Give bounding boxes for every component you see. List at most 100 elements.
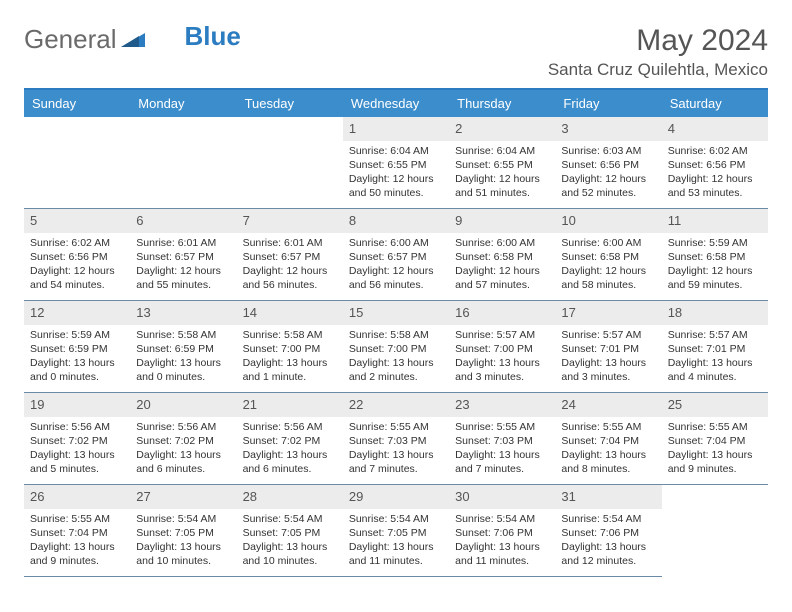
day-cell: 30Sunrise: 5:54 AMSunset: 7:06 PMDayligh… xyxy=(449,485,555,577)
day-number: 3 xyxy=(555,117,661,141)
day-number: 10 xyxy=(555,209,661,233)
day-body: Sunrise: 5:57 AMSunset: 7:00 PMDaylight:… xyxy=(449,325,555,391)
daylight-line: Daylight: 12 hours and 59 minutes. xyxy=(668,264,762,292)
day-number: 24 xyxy=(555,393,661,417)
day-cell: 6Sunrise: 6:01 AMSunset: 6:57 PMDaylight… xyxy=(130,209,236,301)
day-number: 2 xyxy=(449,117,555,141)
day-header: Monday xyxy=(130,90,236,117)
sunrise-line: Sunrise: 5:54 AM xyxy=(561,512,655,526)
sunrise-line: Sunrise: 5:57 AM xyxy=(668,328,762,342)
day-cell: 18Sunrise: 5:57 AMSunset: 7:01 PMDayligh… xyxy=(662,301,768,393)
sunrise-line: Sunrise: 5:55 AM xyxy=(561,420,655,434)
daylight-line: Daylight: 13 hours and 11 minutes. xyxy=(349,540,443,568)
sunrise-line: Sunrise: 6:01 AM xyxy=(136,236,230,250)
day-number: 28 xyxy=(237,485,343,509)
month-title: May 2024 xyxy=(548,24,768,58)
day-cell: 31Sunrise: 5:54 AMSunset: 7:06 PMDayligh… xyxy=(555,485,661,577)
day-cell: 7Sunrise: 6:01 AMSunset: 6:57 PMDaylight… xyxy=(237,209,343,301)
day-cell: 22Sunrise: 5:55 AMSunset: 7:03 PMDayligh… xyxy=(343,393,449,485)
sunset-line: Sunset: 6:57 PM xyxy=(243,250,337,264)
day-number: 22 xyxy=(343,393,449,417)
daylight-line: Daylight: 13 hours and 10 minutes. xyxy=(136,540,230,568)
daylight-line: Daylight: 12 hours and 58 minutes. xyxy=(561,264,655,292)
sunrise-line: Sunrise: 5:55 AM xyxy=(668,420,762,434)
daylight-line: Daylight: 13 hours and 6 minutes. xyxy=(136,448,230,476)
day-cell: 16Sunrise: 5:57 AMSunset: 7:00 PMDayligh… xyxy=(449,301,555,393)
sunset-line: Sunset: 7:06 PM xyxy=(561,526,655,540)
day-cell: 13Sunrise: 5:58 AMSunset: 6:59 PMDayligh… xyxy=(130,301,236,393)
day-number: 27 xyxy=(130,485,236,509)
sunrise-line: Sunrise: 5:59 AM xyxy=(668,236,762,250)
day-cell: 17Sunrise: 5:57 AMSunset: 7:01 PMDayligh… xyxy=(555,301,661,393)
sunset-line: Sunset: 6:55 PM xyxy=(455,158,549,172)
sunset-line: Sunset: 7:05 PM xyxy=(349,526,443,540)
day-header: Friday xyxy=(555,90,661,117)
day-header: Sunday xyxy=(24,90,130,117)
sunset-line: Sunset: 7:06 PM xyxy=(455,526,549,540)
daylight-line: Daylight: 12 hours and 54 minutes. xyxy=(30,264,124,292)
day-cell: 26Sunrise: 5:55 AMSunset: 7:04 PMDayligh… xyxy=(24,485,130,577)
daylight-line: Daylight: 13 hours and 12 minutes. xyxy=(561,540,655,568)
header: General Blue May 2024 Santa Cruz Quileht… xyxy=(24,24,768,80)
sunset-line: Sunset: 7:02 PM xyxy=(243,434,337,448)
day-body: Sunrise: 5:54 AMSunset: 7:06 PMDaylight:… xyxy=(449,509,555,575)
day-body: Sunrise: 5:55 AMSunset: 7:04 PMDaylight:… xyxy=(555,417,661,483)
day-body: Sunrise: 5:54 AMSunset: 7:05 PMDaylight:… xyxy=(130,509,236,575)
sunrise-line: Sunrise: 5:58 AM xyxy=(136,328,230,342)
sunrise-line: Sunrise: 5:54 AM xyxy=(349,512,443,526)
sunset-line: Sunset: 6:56 PM xyxy=(561,158,655,172)
day-body: Sunrise: 5:54 AMSunset: 7:05 PMDaylight:… xyxy=(343,509,449,575)
day-header: Tuesday xyxy=(237,90,343,117)
day-body: Sunrise: 5:55 AMSunset: 7:03 PMDaylight:… xyxy=(343,417,449,483)
sunrise-line: Sunrise: 5:56 AM xyxy=(243,420,337,434)
day-cell: 29Sunrise: 5:54 AMSunset: 7:05 PMDayligh… xyxy=(343,485,449,577)
day-cell: 2Sunrise: 6:04 AMSunset: 6:55 PMDaylight… xyxy=(449,117,555,209)
sunrise-line: Sunrise: 6:02 AM xyxy=(668,144,762,158)
daylight-line: Daylight: 13 hours and 9 minutes. xyxy=(668,448,762,476)
day-body: Sunrise: 5:55 AMSunset: 7:04 PMDaylight:… xyxy=(662,417,768,483)
day-body: Sunrise: 5:56 AMSunset: 7:02 PMDaylight:… xyxy=(24,417,130,483)
sunrise-line: Sunrise: 6:00 AM xyxy=(561,236,655,250)
day-cell: 3Sunrise: 6:03 AMSunset: 6:56 PMDaylight… xyxy=(555,117,661,209)
sunset-line: Sunset: 7:00 PM xyxy=(243,342,337,356)
day-body: Sunrise: 6:00 AMSunset: 6:57 PMDaylight:… xyxy=(343,233,449,299)
sunrise-line: Sunrise: 5:56 AM xyxy=(136,420,230,434)
day-cell: 1Sunrise: 6:04 AMSunset: 6:55 PMDaylight… xyxy=(343,117,449,209)
day-cell: 25Sunrise: 5:55 AMSunset: 7:04 PMDayligh… xyxy=(662,393,768,485)
day-number: 9 xyxy=(449,209,555,233)
day-body: Sunrise: 6:00 AMSunset: 6:58 PMDaylight:… xyxy=(449,233,555,299)
daylight-line: Daylight: 13 hours and 2 minutes. xyxy=(349,356,443,384)
day-body: Sunrise: 5:54 AMSunset: 7:05 PMDaylight:… xyxy=(237,509,343,575)
sunrise-line: Sunrise: 5:54 AM xyxy=(136,512,230,526)
daylight-line: Daylight: 12 hours and 56 minutes. xyxy=(349,264,443,292)
daylight-line: Daylight: 13 hours and 0 minutes. xyxy=(30,356,124,384)
day-body: Sunrise: 6:00 AMSunset: 6:58 PMDaylight:… xyxy=(555,233,661,299)
brand-part2: Blue xyxy=(185,21,241,52)
sunset-line: Sunset: 6:59 PM xyxy=(30,342,124,356)
day-number: 15 xyxy=(343,301,449,325)
sunset-line: Sunset: 7:01 PM xyxy=(561,342,655,356)
sunrise-line: Sunrise: 5:55 AM xyxy=(30,512,124,526)
day-body: Sunrise: 5:58 AMSunset: 7:00 PMDaylight:… xyxy=(237,325,343,391)
day-cell: 10Sunrise: 6:00 AMSunset: 6:58 PMDayligh… xyxy=(555,209,661,301)
day-body: Sunrise: 5:59 AMSunset: 6:58 PMDaylight:… xyxy=(662,233,768,299)
sunrise-line: Sunrise: 5:58 AM xyxy=(349,328,443,342)
sunrise-line: Sunrise: 5:54 AM xyxy=(455,512,549,526)
day-number: 1 xyxy=(343,117,449,141)
sunset-line: Sunset: 6:56 PM xyxy=(668,158,762,172)
sunrise-line: Sunrise: 5:59 AM xyxy=(30,328,124,342)
daylight-line: Daylight: 12 hours and 51 minutes. xyxy=(455,172,549,200)
daylight-line: Daylight: 13 hours and 1 minute. xyxy=(243,356,337,384)
empty-cell xyxy=(24,117,130,209)
brand-part1: General xyxy=(24,24,117,55)
day-cell: 14Sunrise: 5:58 AMSunset: 7:00 PMDayligh… xyxy=(237,301,343,393)
day-cell: 8Sunrise: 6:00 AMSunset: 6:57 PMDaylight… xyxy=(343,209,449,301)
empty-cell xyxy=(130,117,236,209)
day-body: Sunrise: 5:55 AMSunset: 7:03 PMDaylight:… xyxy=(449,417,555,483)
day-body: Sunrise: 6:04 AMSunset: 6:55 PMDaylight:… xyxy=(343,141,449,207)
day-number: 21 xyxy=(237,393,343,417)
sunrise-line: Sunrise: 5:54 AM xyxy=(243,512,337,526)
location: Santa Cruz Quilehtla, Mexico xyxy=(548,60,768,80)
day-cell: 19Sunrise: 5:56 AMSunset: 7:02 PMDayligh… xyxy=(24,393,130,485)
daylight-line: Daylight: 13 hours and 0 minutes. xyxy=(136,356,230,384)
